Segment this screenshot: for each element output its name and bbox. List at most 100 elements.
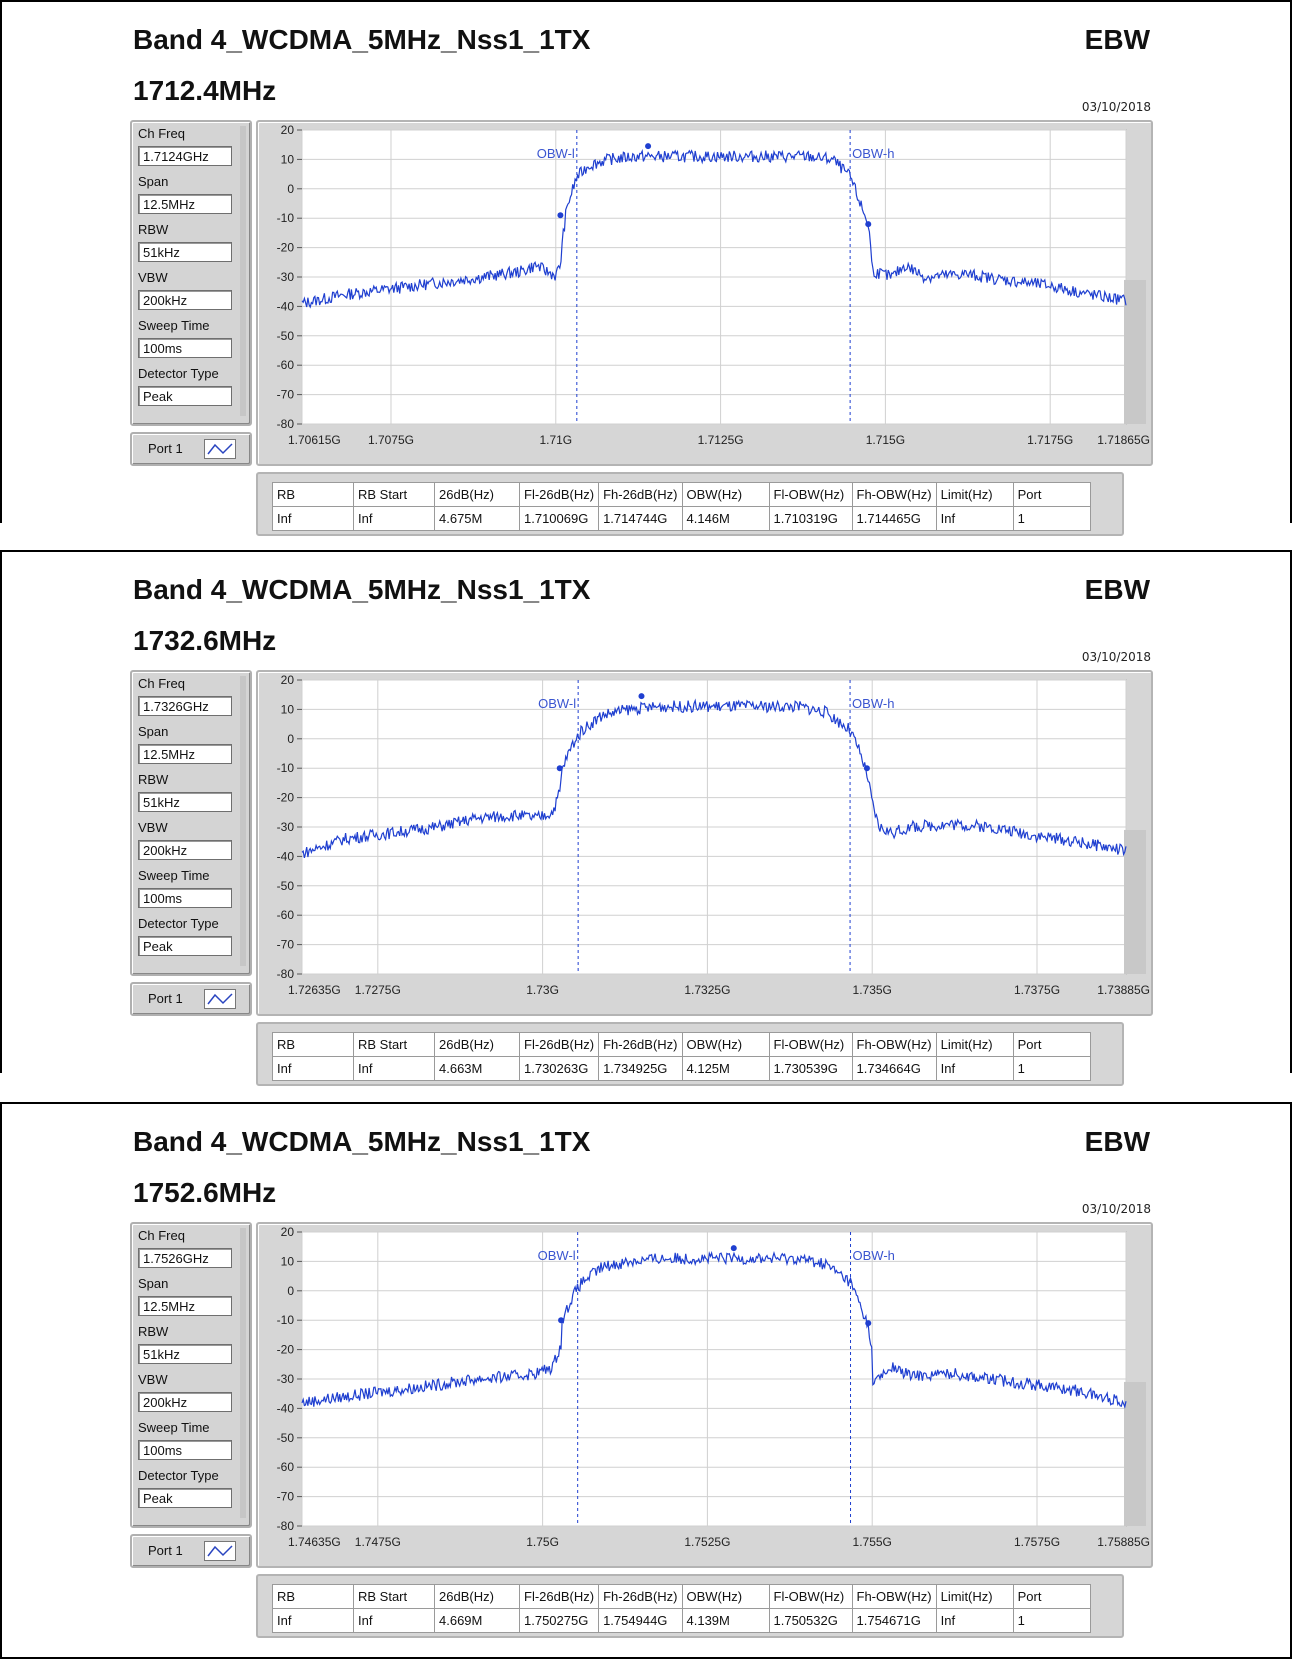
span-field[interactable]: 12.5MHz (138, 194, 232, 214)
sweep-time-label: Sweep Time (138, 318, 210, 333)
y-tick-label: 10 (281, 702, 295, 716)
rbw-field[interactable]: 51kHz (138, 242, 232, 262)
settings-scrollbar[interactable] (240, 676, 246, 966)
mode-label: EBW (1084, 1126, 1150, 1157)
table-cell: 4.146M (681, 506, 770, 531)
table-header-cell: Port (1012, 1584, 1091, 1609)
table-header-cell: RB Start (353, 1584, 435, 1609)
table-cell: Inf (353, 1056, 435, 1081)
table-header-cell: Fl-OBW(Hz) (768, 1032, 853, 1057)
table-cell: 4.663M (434, 1056, 520, 1081)
table-header-cell: RB (272, 482, 354, 507)
sweep-time-field[interactable]: 100ms (138, 338, 232, 358)
marker-point (865, 221, 872, 228)
ch-freq-field[interactable]: 1.7326GHz (138, 696, 232, 716)
port-selector[interactable]: Port 1 (130, 1534, 252, 1568)
detector-type-field[interactable]: Peak (138, 1488, 232, 1508)
vbw-field[interactable]: 200kHz (138, 290, 232, 310)
table-header-cell: Fl-26dB(Hz) (518, 1032, 600, 1057)
table-header-cell: RB Start (353, 482, 435, 507)
x-tick-label: 1.7575G (1014, 1535, 1060, 1549)
mode-label: EBW (1084, 574, 1150, 605)
table-header-cell: Fh-26dB(Hz) (598, 1032, 683, 1057)
span-field[interactable]: 12.5MHz (138, 744, 232, 764)
trace-style-icon[interactable] (204, 989, 236, 1009)
settings-scrollbar[interactable] (240, 126, 246, 416)
settings-panel: Ch Freq 1.7326GHz Span 12.5MHz RBW 51kHz… (130, 670, 252, 976)
results-table: RB RB Start 26dB(Hz) Fl-26dB(Hz) Fh-26dB… (272, 482, 1091, 531)
span-field[interactable]: 12.5MHz (138, 1296, 232, 1316)
table-header-cell: Limit(Hz) (935, 482, 1014, 507)
detector-type-field[interactable]: Peak (138, 936, 232, 956)
port-label: Port 1 (148, 1543, 183, 1558)
table-cell: Inf (272, 1608, 354, 1633)
rbw-label: RBW (138, 772, 169, 787)
port-selector[interactable]: Port 1 (130, 432, 252, 466)
spectrum-chart: 20 10 0 -10 -20 -30 -40 -50 -60 -70 -80 1.70615G 1.7… (256, 120, 1153, 466)
ch-freq-field[interactable]: 1.7526GHz (138, 1248, 232, 1268)
spectrum-trace (301, 148, 1127, 309)
settings-scrollbar[interactable] (240, 1228, 246, 1518)
detector-type-label: Detector Type (138, 1468, 219, 1483)
results-table: RB RB Start 26dB(Hz) Fl-26dB(Hz) Fh-26dB… (272, 1584, 1091, 1633)
table-cell: 1.710069G (518, 506, 600, 531)
table-header-cell: Fh-OBW(Hz) (851, 1032, 937, 1057)
marker-point (863, 765, 870, 772)
sweep-time-field[interactable]: 100ms (138, 888, 232, 908)
table-cell: 1.734664G (851, 1056, 937, 1081)
table-cell: 1 (1012, 1608, 1091, 1633)
ch-freq-field[interactable]: 1.7124GHz (138, 146, 232, 166)
y-tick-label: -20 (277, 241, 295, 255)
table-cell: 1.714465G (851, 506, 937, 531)
table-header-cell: RB Start (353, 1032, 435, 1057)
y-tick-label: -40 (277, 1401, 295, 1415)
sweep-time-field[interactable]: 100ms (138, 1440, 232, 1460)
spectrum-plot: 20 10 0 -10 -20 -30 -40 -50 -60 -70 -80 1.72635G 1.7… (277, 673, 1150, 997)
x-tick-label: 1.7075G (368, 433, 414, 447)
x-tick-label: 1.70615G (288, 433, 341, 447)
y-tick-label: -20 (277, 791, 295, 805)
y-tick-label: 20 (281, 673, 295, 687)
table-header-row: RB RB Start 26dB(Hz) Fl-26dB(Hz) Fh-26dB… (272, 1032, 1091, 1057)
port-selector[interactable]: Port 1 (130, 982, 252, 1016)
x-tick-label: 1.7525G (684, 1535, 730, 1549)
table-header-cell: Fh-OBW(Hz) (851, 1584, 937, 1609)
rbw-field[interactable]: 51kHz (138, 1344, 232, 1364)
spectrum-chart: 20 10 0 -10 -20 -30 -40 -50 -60 -70 -80 1.74635G 1.7… (256, 1222, 1153, 1568)
trace-style-icon[interactable] (204, 1541, 236, 1561)
y-tick-label: -60 (277, 908, 295, 922)
x-tick-label: 1.71865G (1097, 433, 1150, 447)
table-row: Inf Inf 4.663M 1.730263G 1.734925G 4.125… (272, 1056, 1091, 1081)
table-header-cell: RB (272, 1584, 354, 1609)
table-cell: Inf (935, 1056, 1014, 1081)
trace-style-icon[interactable] (204, 439, 236, 459)
detector-type-label: Detector Type (138, 366, 219, 381)
y-tick-label: -50 (277, 1431, 295, 1445)
x-tick-label: 1.7375G (1014, 983, 1060, 997)
y-tick-label: 10 (281, 152, 295, 166)
ch-freq-label: Ch Freq (138, 1228, 185, 1243)
measurement-panel: Band 4_WCDMA_5MHz_Nss1_1TX EBW 1712.4MHz… (0, 0, 1292, 536)
detector-type-field[interactable]: Peak (138, 386, 232, 406)
obw-l-label: OBW-l (537, 146, 575, 161)
obw-l-label: OBW-l (538, 696, 576, 711)
y-tick-label: -80 (277, 967, 295, 981)
y-tick-label: -80 (277, 1519, 295, 1533)
y-tick-label: -50 (277, 879, 295, 893)
vbw-field[interactable]: 200kHz (138, 1392, 232, 1412)
table-cell: Inf (353, 1608, 435, 1633)
spectrum-chart: 20 10 0 -10 -20 -30 -40 -50 -60 -70 -80 1.72635G 1.7… (256, 670, 1153, 1016)
x-tick-label: 1.7325G (684, 983, 730, 997)
y-tick-label: -70 (277, 388, 295, 402)
rbw-field[interactable]: 51kHz (138, 792, 232, 812)
table-cell: 1.750275G (518, 1608, 600, 1633)
ch-freq-label: Ch Freq (138, 126, 185, 141)
table-cell: Inf (353, 506, 435, 531)
table-header-cell: Limit(Hz) (935, 1032, 1014, 1057)
vbw-field[interactable]: 200kHz (138, 840, 232, 860)
marker-point (730, 1245, 737, 1252)
table-header-cell: Fh-OBW(Hz) (851, 482, 937, 507)
y-tick-label: -70 (277, 938, 295, 952)
y-tick-label: 20 (281, 123, 295, 137)
results-table-frame: RB RB Start 26dB(Hz) Fl-26dB(Hz) Fh-26dB… (256, 472, 1124, 536)
